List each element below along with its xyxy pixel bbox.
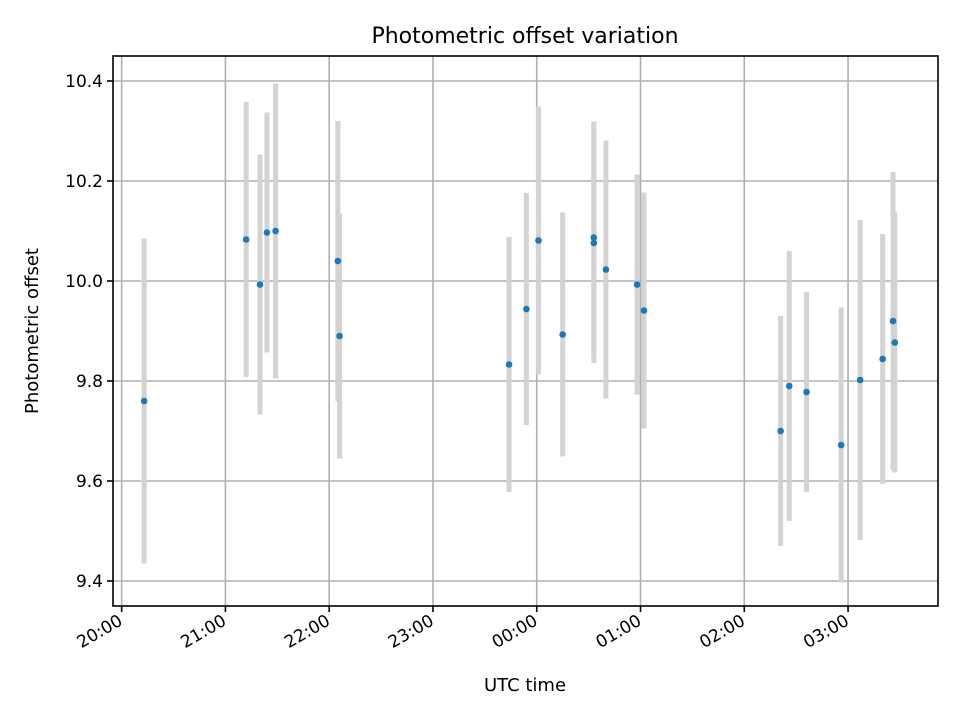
data-point (803, 388, 810, 396)
data-point (889, 317, 897, 325)
y-tick-label: 10.0 (65, 272, 103, 292)
data-point (837, 441, 845, 449)
data-point (590, 239, 598, 247)
data-point (633, 281, 641, 288)
y-axis-label: Photometric offset (22, 248, 43, 414)
data-point (535, 237, 542, 244)
data-point (334, 257, 342, 265)
data-points (140, 227, 899, 449)
data-point (242, 236, 250, 243)
data-point (640, 307, 648, 314)
data-point (856, 376, 864, 384)
y-tick-label: 9.4 (76, 572, 103, 592)
data-point (272, 227, 279, 235)
y-tick-label: 10.2 (65, 172, 103, 192)
y-tick-label: 9.8 (76, 372, 103, 392)
plot-frame (112, 55, 939, 607)
data-point (263, 229, 271, 236)
data-point (256, 281, 264, 288)
data-point (777, 427, 784, 435)
x-axis-label: UTC time (484, 675, 566, 696)
data-point (785, 382, 793, 390)
data-point (590, 234, 598, 241)
data-point (523, 305, 530, 313)
data-point (505, 361, 513, 368)
data-point (879, 355, 886, 363)
data-point (602, 266, 610, 273)
data-point (559, 331, 566, 338)
chart-title: Photometric offset variation (371, 24, 678, 49)
y-tick-label: 10.4 (65, 72, 103, 92)
data-point (891, 339, 899, 346)
y-axis-ticks: 9.4 9.6 9.8 10.0 10.2 10.4 (65, 72, 113, 592)
y-tick-label: 9.6 (76, 472, 103, 492)
data-point (336, 332, 343, 340)
data-point (140, 397, 148, 405)
